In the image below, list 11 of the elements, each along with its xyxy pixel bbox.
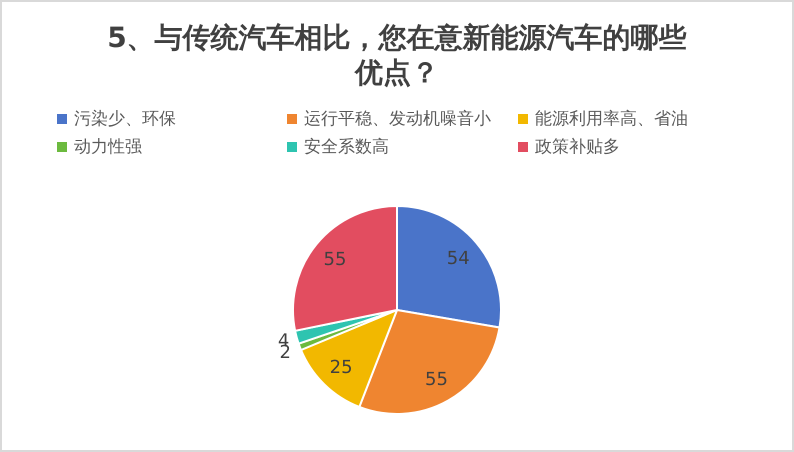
legend-label: 动力性强 (74, 137, 142, 157)
data-label: 55 (324, 248, 346, 270)
legend-label: 运行平稳、发动机噪音小 (304, 109, 491, 129)
data-label: 54 (446, 248, 470, 269)
legend-label: 污染少、环保 (74, 109, 176, 129)
legend-label: 安全系数高 (304, 137, 389, 157)
chart-title: 5、与传统汽车相比，您在意新能源汽车的哪些优点？ (107, 21, 687, 89)
legend-label: 政策补贴多 (535, 137, 620, 157)
legend-label: 能源利用率高、省油 (535, 109, 688, 129)
data-label: 25 (330, 356, 353, 378)
data-label: 55 (425, 369, 448, 390)
